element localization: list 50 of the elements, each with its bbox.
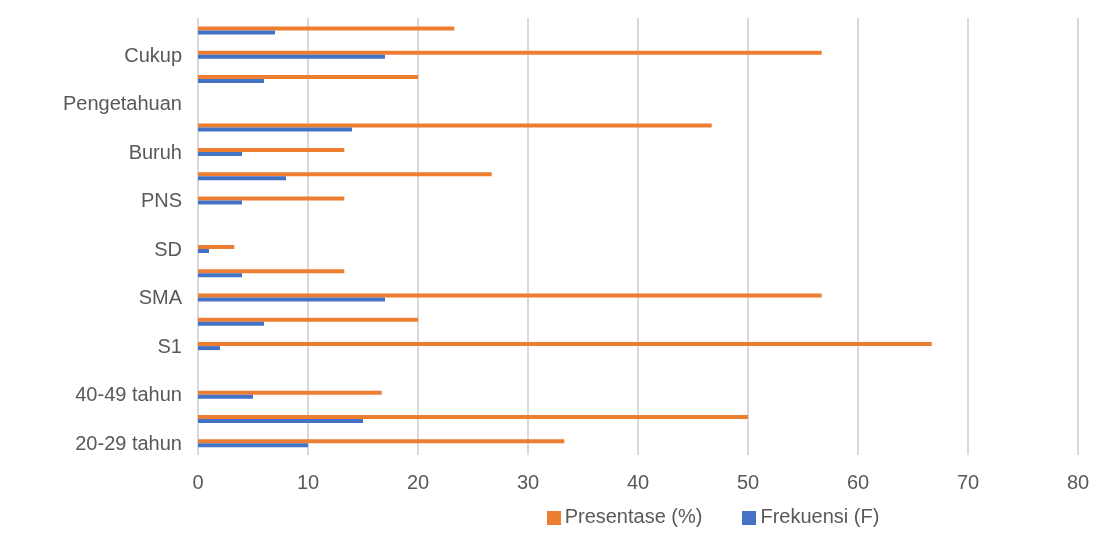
bar — [198, 297, 385, 302]
x-tick-label: 0 — [192, 471, 204, 494]
y-tick-label: PNS — [140, 189, 182, 212]
bar — [198, 418, 363, 423]
y-tick-label: SMA — [138, 286, 183, 309]
bar — [198, 414, 748, 419]
bar — [198, 439, 565, 444]
x-tick-label: 50 — [736, 471, 760, 494]
legend-label: Presentase (%) — [564, 505, 703, 527]
bar — [198, 245, 235, 249]
bar — [198, 293, 822, 298]
bar — [198, 390, 382, 395]
y-tick-label: SD — [154, 237, 182, 260]
y-tick-label: Buruh — [128, 140, 182, 163]
bar — [198, 30, 275, 35]
x-tick-label: 60 — [846, 471, 870, 494]
bar — [198, 26, 455, 31]
bar — [198, 123, 712, 128]
bar — [198, 269, 345, 274]
bar — [198, 273, 242, 278]
bar — [198, 200, 242, 205]
bar — [198, 127, 352, 132]
bar — [198, 79, 264, 84]
y-tick-label: 40-49 tahun — [75, 383, 182, 406]
x-tick-label: 10 — [296, 471, 320, 494]
bar — [198, 147, 345, 152]
bar — [198, 249, 209, 253]
bar — [198, 342, 932, 347]
y-tick-label: Cukup — [124, 43, 182, 66]
bar — [198, 346, 220, 351]
bar — [198, 50, 822, 55]
bar — [198, 196, 345, 201]
bar — [198, 75, 418, 80]
legend-label: Frekuensi (F) — [760, 505, 880, 527]
bar — [198, 172, 492, 177]
bar — [198, 321, 264, 326]
x-tick-label: 30 — [516, 471, 540, 494]
x-tick-label: 20 — [406, 471, 430, 494]
bar — [198, 394, 253, 399]
bar — [198, 317, 418, 322]
bar — [198, 151, 242, 156]
bar — [198, 54, 385, 59]
x-tick-label: 70 — [956, 471, 980, 494]
y-tick-label: S1 — [157, 334, 182, 357]
bar — [198, 443, 308, 448]
x-tick-label: 80 — [1066, 471, 1090, 494]
y-tick-label: Pengetahuan — [62, 92, 182, 115]
bar — [198, 176, 286, 181]
x-tick-label: 40 — [626, 471, 650, 494]
y-tick-label: 20-29 tahun — [75, 431, 182, 454]
